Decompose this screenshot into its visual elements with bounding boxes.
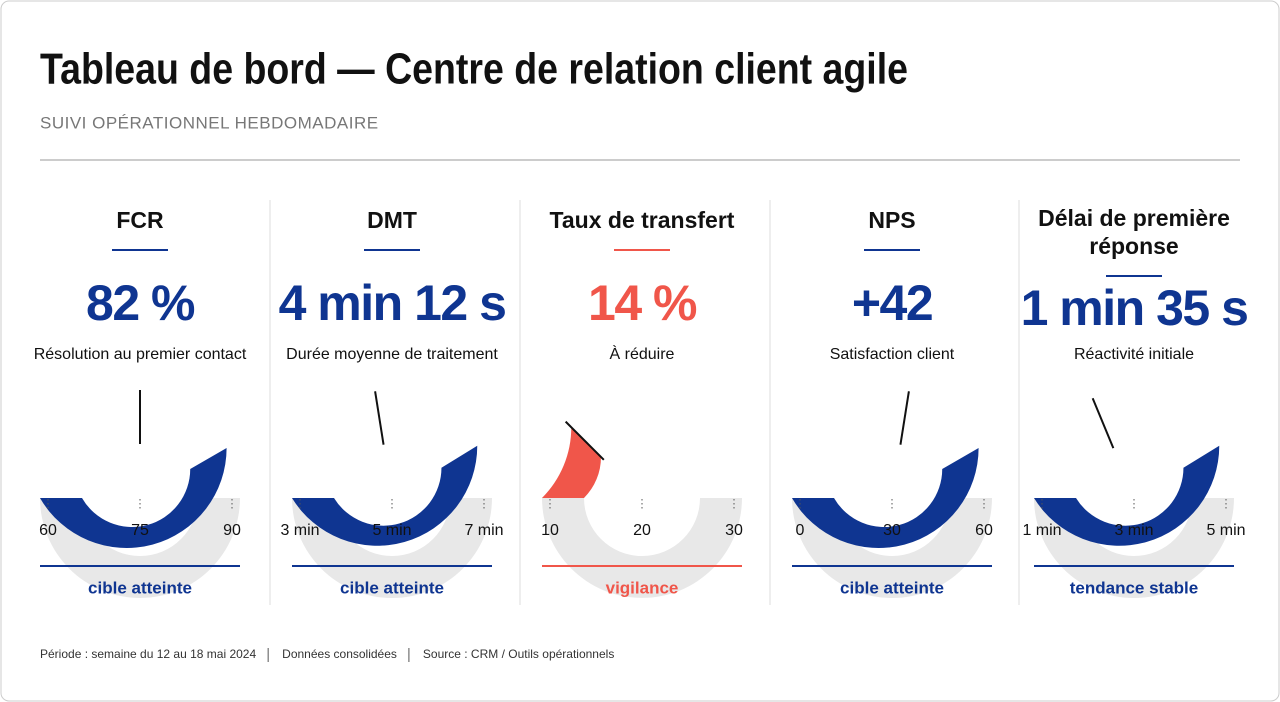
page-title: Tableau de bord — Centre de relation cli… bbox=[40, 45, 908, 94]
gauge-track bbox=[792, 498, 992, 598]
gauge-fill bbox=[542, 427, 601, 498]
gauge-track bbox=[542, 498, 742, 598]
tick-label: 90 bbox=[223, 522, 241, 539]
status: cible atteinte bbox=[840, 578, 944, 597]
gauge-needle bbox=[1091, 397, 1115, 449]
tick-label: 5 min bbox=[372, 522, 411, 539]
tick-label: 30 bbox=[883, 522, 901, 539]
tick-label: 20 bbox=[633, 522, 651, 539]
tick-label: 1 min bbox=[1022, 522, 1061, 539]
kpi-caption: Satisfaction client bbox=[830, 346, 955, 363]
tick-label: 7 min bbox=[464, 522, 503, 539]
kpi-caption: Résolution au premier contact bbox=[34, 346, 247, 363]
status: cible atteinte bbox=[88, 578, 192, 597]
footer-text: Données consolidées bbox=[282, 647, 397, 661]
gauge-title: NPS bbox=[868, 207, 915, 233]
kpi-value: 14 % bbox=[588, 275, 697, 331]
tick-label: 75 bbox=[131, 522, 149, 539]
status: cible atteinte bbox=[340, 578, 444, 597]
gauge-track bbox=[292, 498, 492, 598]
gauge-track bbox=[1034, 498, 1234, 598]
gauge-title: DMT bbox=[367, 207, 417, 233]
gauge-track bbox=[40, 498, 240, 598]
tick-label: 30 bbox=[725, 522, 743, 539]
kpi-value: 82 % bbox=[86, 275, 195, 331]
kpi-value: +42 bbox=[852, 275, 932, 331]
tick-label: 3 min bbox=[1114, 522, 1153, 539]
gauge-title: Taux de transfert bbox=[550, 207, 735, 233]
kpi-value: 4 min 12 s bbox=[279, 275, 506, 331]
tick-label: 60 bbox=[39, 522, 57, 539]
status: vigilance bbox=[606, 578, 679, 597]
gauge-fill bbox=[792, 448, 979, 548]
page-subtitle: SUIVI OPÉRATIONNEL HEBDOMADAIRE bbox=[40, 113, 379, 132]
dividers bbox=[269, 200, 1020, 605]
gauge-title: réponse bbox=[1089, 233, 1178, 259]
gauge-needle bbox=[564, 420, 605, 461]
tick-label: 10 bbox=[541, 522, 559, 539]
tick-label: 5 min bbox=[1206, 522, 1245, 539]
kpi-caption: Réactivité initiale bbox=[1074, 346, 1194, 363]
footer-text: Période : semaine du 12 au 18 mai 2024 bbox=[40, 647, 256, 661]
kpi-caption: À réduire bbox=[610, 344, 675, 363]
status: tendance stable bbox=[1070, 578, 1199, 597]
kpi-value: 1 min 35 s bbox=[1021, 280, 1248, 336]
gauge-fill bbox=[292, 445, 478, 546]
gauge-title: FCR bbox=[116, 207, 164, 233]
gauge-needle bbox=[899, 391, 910, 445]
tick-label: 3 min bbox=[280, 522, 319, 539]
footer-text: Source : CRM / Outils opérationnels bbox=[423, 647, 614, 661]
tick-label: 0 bbox=[796, 522, 805, 539]
gauge-needle bbox=[374, 391, 385, 445]
tick-label: 60 bbox=[975, 522, 993, 539]
kpi-caption: Durée moyenne de traitement bbox=[286, 346, 498, 363]
gauge-fill bbox=[1034, 445, 1220, 546]
gauge-fill bbox=[40, 448, 227, 548]
gauge-title: Délai de première bbox=[1038, 205, 1230, 231]
